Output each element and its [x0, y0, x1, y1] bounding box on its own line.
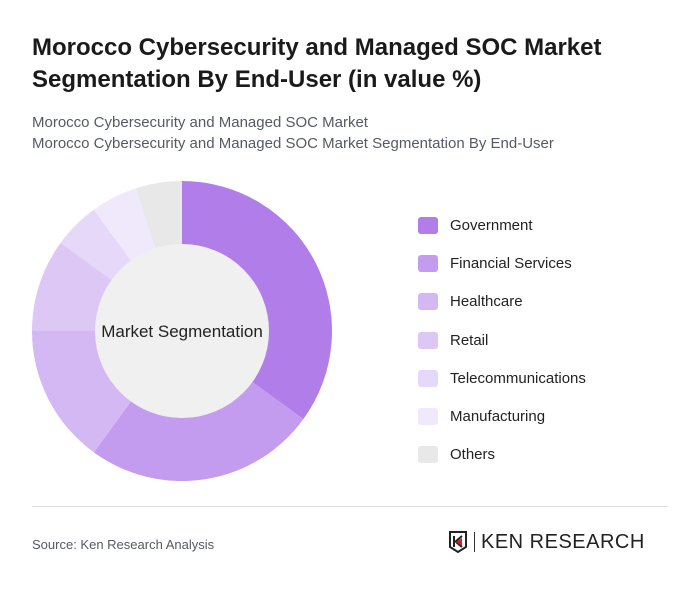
legend-item: Others [418, 436, 586, 474]
legend-swatch [418, 369, 438, 387]
legend-swatch [418, 446, 438, 464]
legend-swatch [418, 254, 438, 272]
legend-item: Telecommunications [418, 359, 586, 397]
donut-center [95, 244, 269, 418]
logo-shield-icon [449, 531, 467, 553]
legend-label: Healthcare [450, 293, 523, 311]
divider [32, 506, 668, 507]
legend-label: Retail [450, 331, 489, 349]
legend-swatch [418, 331, 438, 349]
legend-item: Manufacturing [418, 397, 586, 435]
center-label: Market Segmentation [101, 322, 263, 341]
legend-item: Healthcare [418, 283, 586, 321]
chart-title: Morocco Cybersecurity and Managed SOC Ma… [32, 34, 602, 93]
logo-text: KEN RESEARCH [474, 532, 645, 552]
legend-swatch [418, 293, 438, 311]
source-note: Source: Ken Research Analysis [32, 537, 215, 552]
legend-swatch [418, 408, 438, 426]
legend-item: Retail [418, 321, 586, 359]
legend-item: Government [418, 206, 586, 244]
legend: Government Financial Services Healthcare Re… [418, 206, 586, 474]
ken-research-logo: KEN RESEARCH [448, 531, 645, 553]
legend-label: Telecommunications [450, 369, 586, 387]
legend-swatch [418, 216, 438, 234]
subtitle-segmentation: Morocco Cybersecurity and Managed SOC Ma… [32, 135, 554, 152]
legend-label: Government [450, 216, 533, 234]
subtitle-market: Morocco Cybersecurity and Managed SOC Ma… [32, 114, 368, 131]
donut-chart: Market Segmentation [32, 181, 332, 481]
legend-label: Manufacturing [450, 408, 546, 426]
legend-item: Financial Services [418, 244, 586, 282]
legend-label: Financial Services [450, 254, 572, 272]
legend-label: Others [450, 446, 496, 464]
